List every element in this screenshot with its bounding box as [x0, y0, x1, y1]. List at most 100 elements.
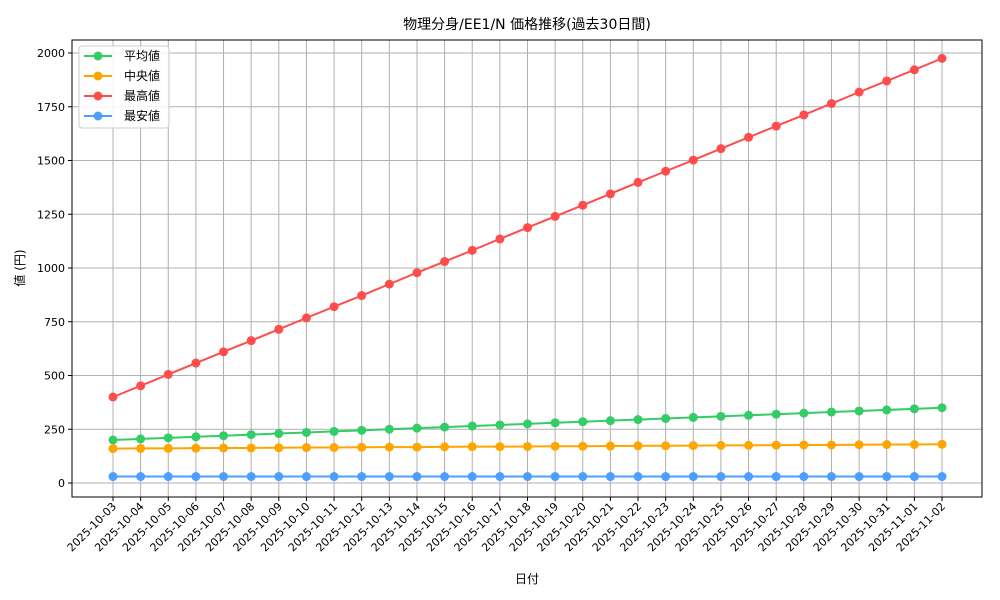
- data-point: [136, 434, 146, 444]
- series-3: [108, 472, 947, 482]
- data-point: [219, 431, 229, 441]
- data-point: [937, 53, 947, 63]
- y-tick-label: 750: [44, 316, 65, 329]
- data-point: [274, 472, 284, 482]
- data-point: [688, 472, 698, 482]
- data-point: [799, 472, 809, 482]
- data-point: [882, 76, 892, 86]
- data-point: [108, 472, 118, 482]
- data-point: [605, 441, 615, 451]
- data-point: [937, 472, 947, 482]
- data-point: [605, 189, 615, 199]
- data-point: [550, 472, 560, 482]
- data-point: [826, 99, 836, 109]
- legend-marker-icon: [93, 91, 103, 101]
- legend-item: 最安値: [84, 108, 160, 123]
- legend-box: [78, 45, 170, 129]
- data-point: [633, 441, 643, 451]
- data-point: [219, 472, 229, 482]
- data-point: [440, 442, 450, 452]
- data-point: [274, 429, 284, 439]
- data-point: [163, 369, 173, 379]
- data-point: [495, 472, 505, 482]
- x-axis-label: 日付: [515, 572, 539, 586]
- data-point: [495, 234, 505, 244]
- data-point: [523, 223, 532, 233]
- data-point: [716, 472, 726, 482]
- data-point: [937, 439, 947, 449]
- data-point: [550, 211, 560, 221]
- data-point: [523, 441, 532, 451]
- data-point: [744, 440, 754, 450]
- data-point: [799, 408, 809, 418]
- series-2: [108, 53, 947, 402]
- data-point: [854, 440, 864, 450]
- data-point: [826, 407, 836, 417]
- data-point: [771, 409, 781, 419]
- data-point: [163, 472, 173, 482]
- y-tick-label: 0: [58, 477, 65, 490]
- data-point: [384, 279, 394, 289]
- data-point: [909, 404, 919, 414]
- data-point: [495, 442, 505, 452]
- y-tick-label: 1500: [37, 155, 65, 168]
- data-point: [550, 418, 560, 428]
- data-point: [219, 443, 229, 453]
- data-point: [329, 472, 339, 482]
- data-point: [274, 443, 284, 453]
- data-point: [467, 442, 477, 452]
- data-point: [412, 268, 422, 278]
- data-point: [688, 441, 698, 451]
- legend-label: 中央値: [124, 68, 160, 83]
- data-point: [826, 440, 836, 450]
- data-point: [826, 472, 836, 482]
- data-point: [633, 472, 643, 482]
- data-point: [661, 472, 671, 482]
- data-point: [301, 427, 311, 437]
- data-point: [301, 472, 311, 482]
- data-point: [191, 432, 201, 442]
- y-tick-label: 1250: [37, 208, 65, 221]
- data-point: [108, 444, 118, 454]
- data-point: [578, 417, 588, 427]
- x-axis-ticks: 2025-10-032025-10-042025-10-052025-10-06…: [65, 497, 948, 554]
- data-point: [882, 472, 892, 482]
- data-point: [191, 443, 201, 453]
- data-point: [744, 472, 754, 482]
- data-point: [467, 421, 477, 431]
- data-point: [136, 443, 146, 453]
- data-point: [716, 411, 726, 421]
- data-point: [771, 440, 781, 450]
- data-point: [771, 472, 781, 482]
- data-point: [412, 423, 422, 433]
- y-tick-label: 1000: [37, 262, 65, 275]
- data-point: [301, 313, 311, 323]
- data-point: [329, 302, 339, 312]
- data-point: [578, 472, 588, 482]
- data-point: [136, 381, 146, 391]
- data-point: [909, 472, 919, 482]
- data-point: [412, 472, 422, 482]
- data-point: [301, 443, 311, 453]
- data-point: [246, 472, 256, 482]
- chart-title: 物理分身/EE1/N 価格推移(過去30日間): [403, 17, 651, 33]
- data-point: [246, 336, 256, 346]
- y-tick-label: 2000: [37, 47, 65, 60]
- data-point: [357, 472, 367, 482]
- legend-item: 最高値: [84, 88, 160, 103]
- data-point: [108, 392, 118, 402]
- data-point: [467, 245, 477, 255]
- data-point: [357, 425, 367, 435]
- data-point: [799, 440, 809, 450]
- data-point: [578, 200, 588, 210]
- data-point: [633, 415, 643, 425]
- y-tick-label: 1750: [37, 101, 65, 114]
- y-axis-ticks: 0 250 500 750 1000 1250 1500 1750 2000: [37, 47, 72, 490]
- data-point: [412, 442, 422, 452]
- data-point: [108, 435, 118, 445]
- data-point: [799, 110, 809, 120]
- data-point: [909, 440, 919, 450]
- data-point: [909, 65, 919, 75]
